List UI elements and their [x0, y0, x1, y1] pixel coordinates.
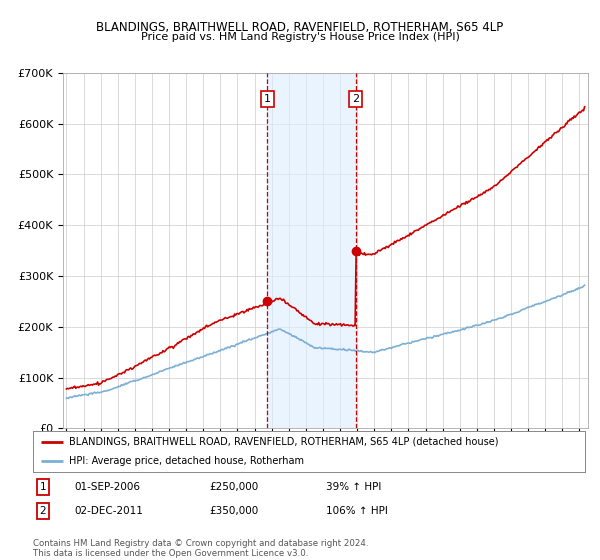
- Text: £250,000: £250,000: [209, 482, 259, 492]
- Text: BLANDINGS, BRAITHWELL ROAD, RAVENFIELD, ROTHERHAM, S65 4LP: BLANDINGS, BRAITHWELL ROAD, RAVENFIELD, …: [97, 21, 503, 34]
- Text: 01-SEP-2006: 01-SEP-2006: [74, 482, 140, 492]
- Text: 2: 2: [352, 94, 359, 104]
- Text: £350,000: £350,000: [209, 506, 259, 516]
- Text: 02-DEC-2011: 02-DEC-2011: [74, 506, 143, 516]
- Text: HPI: Average price, detached house, Rotherham: HPI: Average price, detached house, Roth…: [69, 456, 304, 466]
- Text: 106% ↑ HPI: 106% ↑ HPI: [326, 506, 388, 516]
- Text: 1: 1: [264, 94, 271, 104]
- Text: Price paid vs. HM Land Registry's House Price Index (HPI): Price paid vs. HM Land Registry's House …: [140, 32, 460, 43]
- Text: 2: 2: [40, 506, 46, 516]
- Text: BLANDINGS, BRAITHWELL ROAD, RAVENFIELD, ROTHERHAM, S65 4LP (detached house): BLANDINGS, BRAITHWELL ROAD, RAVENFIELD, …: [69, 437, 499, 447]
- Text: 39% ↑ HPI: 39% ↑ HPI: [326, 482, 381, 492]
- Text: 1: 1: [40, 482, 46, 492]
- Text: Contains HM Land Registry data © Crown copyright and database right 2024.
This d: Contains HM Land Registry data © Crown c…: [33, 539, 368, 558]
- Bar: [268, 73, 356, 428]
